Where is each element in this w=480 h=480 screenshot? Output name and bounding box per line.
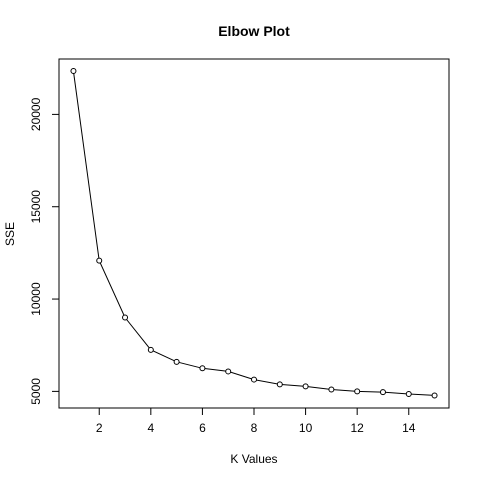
x-tick-label: 12 <box>350 421 364 435</box>
x-tick-label: 14 <box>402 421 416 435</box>
x-axis: 2 4 6 8 10 12 14 <box>96 407 416 435</box>
chart-title: Elbow Plot <box>218 23 290 39</box>
data-point <box>96 257 103 264</box>
series-line <box>72 70 435 396</box>
data-point <box>147 346 154 353</box>
x-tick-label: 2 <box>96 421 103 435</box>
data-point <box>225 368 232 375</box>
data-point <box>251 376 257 383</box>
y-tick-label: 15000 <box>29 190 43 224</box>
y-tick-label: 5000 <box>29 378 43 405</box>
x-tick-label: 8 <box>251 421 258 435</box>
x-tick-label: 6 <box>199 421 206 435</box>
y-axis-label: SSE <box>3 222 17 246</box>
data-point <box>173 358 180 365</box>
y-tick-label: 20000 <box>29 97 43 131</box>
data-point <box>379 389 386 396</box>
plot-frame <box>58 58 450 409</box>
data-point <box>70 68 77 75</box>
data-point <box>276 381 283 388</box>
data-points <box>70 68 438 399</box>
data-point <box>405 390 412 397</box>
data-point <box>328 386 335 393</box>
data-point <box>354 388 361 395</box>
x-axis-label: K Values <box>230 452 277 466</box>
y-tick-label: 10000 <box>29 282 43 316</box>
data-point <box>122 314 129 321</box>
data-point <box>431 392 438 399</box>
data-point <box>302 383 309 390</box>
y-axis: 5000 10000 15000 20000 <box>29 97 60 405</box>
x-tick-label: 4 <box>147 421 154 435</box>
data-point <box>199 365 206 372</box>
x-tick-label: 10 <box>299 421 313 435</box>
